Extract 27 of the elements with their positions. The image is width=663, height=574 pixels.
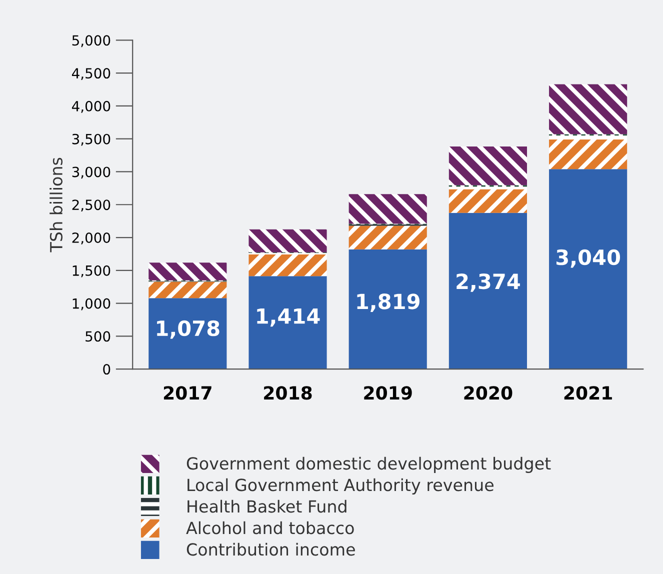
legend-label: Local Government Authority revenue bbox=[188, 478, 494, 494]
x-tick-label: 2019 bbox=[364, 386, 412, 400]
y-tick-label: 4,000 bbox=[72, 100, 110, 113]
legend-label: Health Basket Fund bbox=[188, 500, 346, 513]
y-tick-label: 3,000 bbox=[72, 166, 110, 179]
y-tick-label: 5,000 bbox=[72, 35, 110, 48]
x-tick-label: 2020 bbox=[464, 386, 512, 400]
data-label: 1,078 bbox=[157, 320, 220, 339]
y-tick-label: 2,500 bbox=[72, 200, 110, 212]
data-label: 3,040 bbox=[556, 249, 620, 268]
x-tick-label: 2021 bbox=[564, 386, 612, 400]
data-label: 1,414 bbox=[257, 308, 320, 327]
x-tick-label: 2018 bbox=[264, 386, 312, 400]
legend-label: Government domestic development budget bbox=[186, 456, 551, 473]
y-tick-label: 3,500 bbox=[72, 134, 110, 146]
data-label: 1,819 bbox=[357, 294, 420, 312]
x-tick-label: 2017 bbox=[164, 386, 212, 400]
data-label: 2,374 bbox=[456, 273, 520, 292]
legend-label: Alcohol and tobacco bbox=[186, 521, 354, 534]
legend-label: Contribution income bbox=[186, 542, 355, 556]
y-tick-label: 1,000 bbox=[72, 298, 110, 310]
y-tick-label: 2,000 bbox=[72, 232, 110, 244]
y-tick-label: 500 bbox=[86, 331, 110, 342]
y-tick-label: 1,500 bbox=[72, 265, 110, 278]
y-axis-title: TSh billions bbox=[50, 158, 63, 252]
y-tick-label: 0 bbox=[103, 364, 110, 375]
y-tick-label: 4,500 bbox=[72, 68, 110, 80]
